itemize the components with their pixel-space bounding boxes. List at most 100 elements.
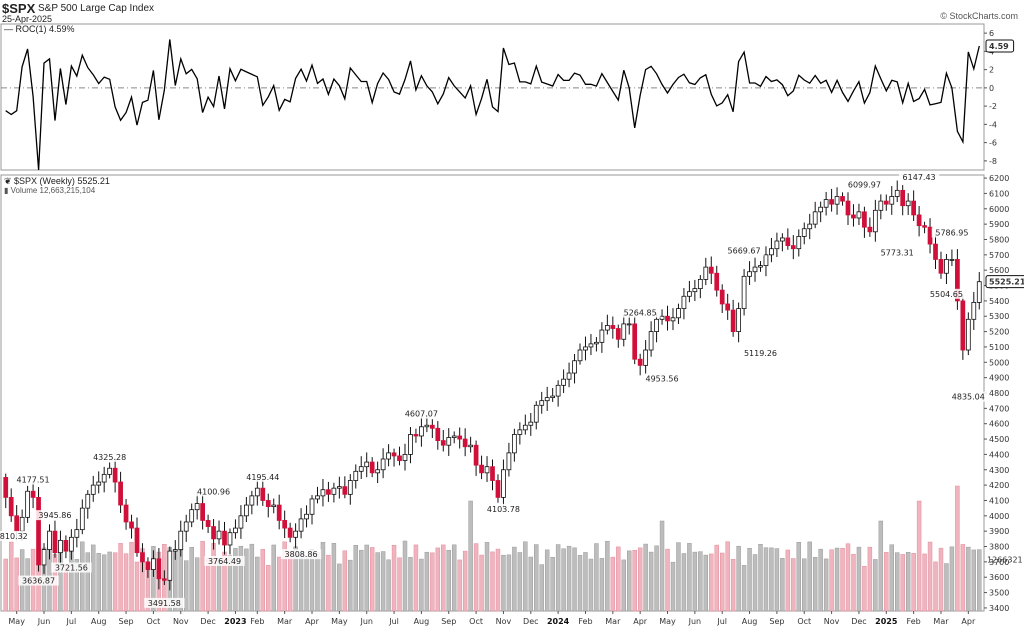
candle-body — [216, 530, 222, 540]
candle-body — [769, 248, 774, 256]
volume-bar — [823, 558, 829, 612]
candle-body — [752, 266, 758, 273]
annotation-bg — [401, 408, 442, 419]
candle-body — [621, 323, 627, 340]
candle-body — [479, 464, 484, 474]
volume-bar — [802, 558, 807, 612]
annotation-text: 5264.85 — [624, 309, 657, 318]
volume-bar — [698, 551, 703, 612]
volume-bar — [85, 552, 90, 612]
x-tick-label: Oct — [146, 617, 160, 626]
candle-body — [637, 358, 643, 366]
x-tick-label: Aug — [414, 617, 430, 626]
price-tick-label: 6200 — [989, 174, 1009, 183]
candle-body — [457, 435, 463, 440]
candle-body — [451, 435, 457, 438]
candle-body — [714, 272, 720, 291]
candle-body — [845, 200, 851, 216]
volume-bar — [419, 558, 424, 612]
annotation-text: 5119.26 — [744, 349, 777, 358]
volume-bar — [523, 541, 528, 612]
candle-body — [254, 487, 260, 497]
volume-bar — [632, 550, 637, 612]
volume-bar — [315, 552, 320, 612]
candle-body — [517, 429, 523, 435]
candle-body — [161, 578, 167, 581]
volume-bar — [605, 540, 610, 612]
candle-body — [178, 530, 184, 550]
x-tick-label: May — [331, 617, 348, 626]
volume-bar — [194, 557, 200, 612]
x-tick-label: Jun — [688, 617, 702, 626]
x-tick-label: 2025 — [875, 617, 898, 626]
price-annotation: 3764.49 — [204, 555, 245, 566]
volume-bar — [517, 552, 523, 612]
volume-bar — [709, 553, 714, 612]
volume-bar — [451, 544, 457, 612]
price-tick-label: 5700 — [989, 251, 1009, 260]
volume-bar — [637, 547, 643, 612]
candle-body — [424, 424, 430, 428]
candle-body — [90, 484, 96, 495]
candle-body — [320, 489, 326, 497]
price-tick-label: 6000 — [989, 205, 1009, 214]
x-tick-label: Nov — [824, 617, 840, 626]
candle-body — [14, 515, 20, 532]
annotation-text: 3808.86 — [285, 550, 318, 559]
volume-bar — [462, 550, 468, 612]
volume-bar — [758, 544, 763, 612]
annotation-bg — [844, 179, 885, 190]
annotation-text: 3636.87 — [22, 577, 55, 586]
x-tick-label: Nov — [173, 617, 189, 626]
x-tick-label: Oct — [469, 617, 483, 626]
annotation-bg — [877, 247, 918, 258]
candle-body — [391, 452, 397, 457]
annotation-text: 4195.44 — [246, 473, 279, 482]
candle-body — [347, 480, 353, 495]
candle-body — [697, 278, 703, 290]
volume-bar — [369, 547, 375, 612]
roc-y-axis: 6420-2-4-6-8 — [984, 29, 997, 166]
candle-body — [851, 214, 856, 219]
annotation-text: 6099.97 — [848, 180, 881, 189]
volume-bar — [550, 556, 555, 612]
time-x-axis: May Jun Jul Aug Sep Oct Nov Dec 2023 Feb Mar Apr May… — [8, 611, 976, 626]
candle-body — [539, 400, 545, 406]
x-tick-label: Feb — [907, 617, 921, 626]
candle-body — [402, 454, 408, 461]
volume-bar — [643, 543, 648, 612]
candle-body — [922, 225, 927, 228]
volume-bar — [692, 551, 698, 612]
volume-bar — [845, 543, 851, 612]
candle-body — [900, 189, 906, 207]
candle-body — [375, 469, 381, 474]
candle-body — [397, 455, 402, 461]
volume-bar — [583, 552, 588, 612]
price-tick-label: 3800 — [989, 543, 1009, 552]
annotation-bg — [931, 227, 973, 238]
price-tick-label: 3400 — [989, 604, 1009, 613]
volume-bar — [348, 559, 353, 612]
candle-body — [654, 318, 659, 332]
candle-body — [807, 223, 813, 230]
volume-bar — [534, 544, 539, 612]
x-tick-label: 2024 — [547, 617, 570, 626]
candle-body — [615, 328, 621, 340]
candle-body — [577, 349, 583, 362]
volume-bar — [922, 553, 927, 612]
roc-tick-label: -8 — [989, 157, 997, 166]
symbol-title: $SPX — [2, 1, 36, 16]
candle-body — [52, 530, 58, 554]
volume-current-label: 1266321 — [987, 556, 1023, 565]
volume-bar — [107, 551, 112, 612]
roc-legend-text: ROC(1) 4.59% — [15, 24, 75, 34]
volume-bar — [566, 545, 572, 612]
volume-bar — [63, 565, 69, 612]
candle-body — [840, 196, 845, 202]
volume-bar — [714, 544, 719, 612]
x-tick-label: Sep — [769, 617, 784, 626]
candle-body — [336, 486, 342, 489]
price-tick-label: 6100 — [989, 189, 1009, 198]
candle-body — [812, 211, 818, 225]
volume-bar — [856, 546, 862, 612]
